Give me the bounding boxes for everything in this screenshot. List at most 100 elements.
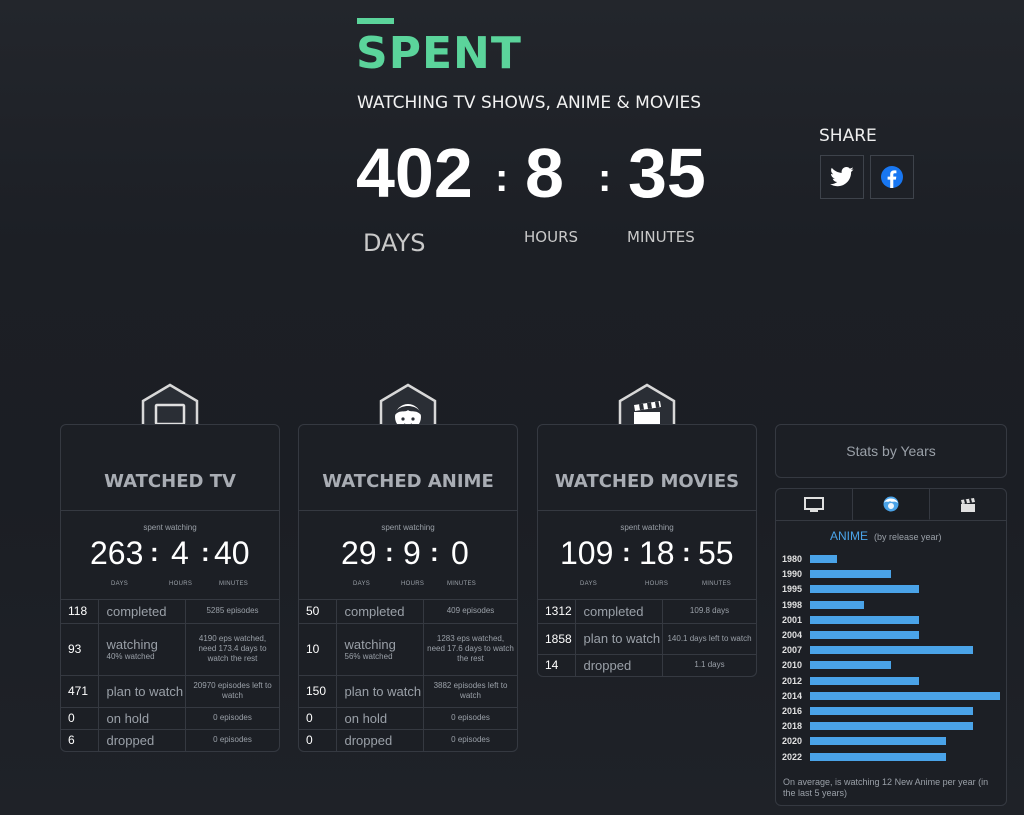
- colon-separator: :: [598, 156, 612, 200]
- table-row[interactable]: 10 watching 56% watched 1283 eps watched, n…: [299, 622, 517, 675]
- anime-stats-table: 50 completed 409 episodes 10 watching 56% wa…: [299, 600, 517, 751]
- total-days-value: 402: [356, 134, 473, 212]
- table-row[interactable]: 118 completed 5285 episodes: [61, 600, 279, 623]
- share-twitter-button[interactable]: [820, 155, 864, 199]
- average-footnote: On average, is watching 12 New Anime per…: [783, 777, 989, 798]
- colon-separator: :: [622, 537, 631, 567]
- card-title: WATCHED MOVIES: [554, 471, 740, 492]
- table-row[interactable]: 471 plan to watch 20970 episodes left to w…: [61, 674, 279, 707]
- tv-stats-table: 118 completed 5285 episodes 93 watching 40% …: [61, 600, 279, 751]
- row-count: 0: [299, 728, 337, 751]
- row-label: watching: [344, 637, 396, 652]
- days-unit: DAYS: [353, 581, 371, 587]
- year-label: 2007: [782, 645, 803, 656]
- year-bar: [810, 752, 946, 761]
- row-detail: 1283 eps watched, need 17.6 days to watc…: [423, 622, 517, 675]
- tab-tv[interactable]: [776, 489, 853, 520]
- row-count: 150: [299, 674, 337, 707]
- table-row[interactable]: 93 watching 40% watched 4190 eps watched, n…: [61, 622, 279, 675]
- row-label: dropped: [98, 728, 186, 751]
- anime-icon: [883, 496, 899, 512]
- tab-anime[interactable]: [853, 489, 930, 520]
- chart-subtitle: (by release year): [874, 532, 942, 542]
- table-row[interactable]: 0 on hold 0 episodes: [61, 706, 279, 729]
- days-label: DAYS: [363, 229, 426, 257]
- year-stats-panel: ANIME (by release year) 1980 1990 1995 1998 2…: [775, 488, 1007, 806]
- card-title: WATCHED TV: [104, 471, 236, 492]
- row-label: completed: [98, 600, 186, 623]
- row-count: 6: [61, 728, 99, 751]
- row-count: 0: [61, 706, 99, 729]
- spent-watching-label: spent watching: [381, 523, 435, 532]
- hours-unit: HOURS: [645, 581, 669, 587]
- year-bar: [810, 555, 837, 563]
- year-label: 2016: [782, 706, 803, 716]
- table-row[interactable]: 0 on hold 0 episodes: [299, 706, 517, 729]
- year-bar: [810, 722, 973, 731]
- year-bar: [810, 676, 919, 685]
- spent-watching-label: spent watching: [620, 523, 674, 532]
- row-detail: 0 episodes: [185, 728, 279, 751]
- year-bar: [810, 707, 973, 715]
- year-bar: [810, 646, 973, 655]
- row-detail: 4190 eps watched, need 173.4 days to wat…: [185, 622, 279, 675]
- hours-label: HOURS: [524, 228, 579, 246]
- hours-unit: HOURS: [401, 581, 425, 587]
- minutes-value: 40: [214, 535, 250, 571]
- hours-value: 18: [639, 535, 675, 571]
- page-title: SPENT: [356, 28, 522, 79]
- clapperboard-icon: [961, 497, 975, 512]
- year-label: 2012: [782, 675, 803, 686]
- year-bar: [810, 661, 891, 670]
- row-detail: 109.8 days: [689, 606, 730, 616]
- total-minutes-value: 35: [628, 134, 706, 212]
- minutes-value: 0: [451, 535, 469, 571]
- row-label: on hold: [98, 706, 186, 729]
- tab-movies[interactable]: [930, 489, 1006, 520]
- table-row[interactable]: 50 completed 409 episodes: [299, 600, 517, 623]
- minutes-value: 55: [698, 535, 734, 571]
- facebook-icon: [881, 166, 903, 188]
- row-detail: 5285 episodes: [206, 606, 259, 616]
- year-label: 2022: [782, 751, 803, 762]
- chart-title: ANIME (by release year): [830, 529, 942, 543]
- row-label: completed: [336, 600, 424, 623]
- row-label: on hold: [336, 706, 424, 729]
- year-label: 2010: [782, 660, 803, 671]
- row-detail: 0 episodes: [423, 706, 517, 729]
- row-label: plan to watch: [575, 622, 663, 654]
- row-detail: 140.1 days left to watch: [662, 622, 756, 654]
- spent-watching-label: spent watching: [143, 523, 197, 532]
- row-note: 40% watched: [106, 652, 155, 661]
- colon-separator: :: [495, 156, 509, 200]
- total-hours-value: 8: [525, 134, 564, 212]
- minutes-unit: MINUTES: [447, 581, 477, 587]
- table-row[interactable]: 150 plan to watch 3882 episodes left to wa…: [299, 674, 517, 707]
- colon-separator: :: [430, 537, 439, 567]
- row-count: 1312: [538, 600, 576, 623]
- row-label: completed: [575, 600, 663, 623]
- year-bar: [810, 585, 919, 594]
- year-bar: [810, 631, 919, 639]
- year-label: 1990: [782, 569, 803, 580]
- row-count: 0: [299, 706, 337, 729]
- row-count: 50: [299, 600, 337, 623]
- chart-title-text: ANIME: [830, 529, 869, 543]
- table-row[interactable]: 14 dropped 1.1 days: [538, 653, 756, 676]
- table-row[interactable]: 0 dropped 0 episodes: [299, 728, 517, 751]
- table-row[interactable]: 1858 plan to watch 140.1 days left to watc…: [538, 622, 756, 654]
- row-label: dropped: [575, 653, 663, 676]
- minutes-label: MINUTES: [627, 228, 695, 246]
- row-count: 93: [61, 622, 99, 675]
- year-label: 1980: [782, 554, 803, 564]
- table-row[interactable]: 1312 completed 109.8 days: [538, 600, 756, 623]
- row-label: watching: [106, 637, 158, 652]
- year-label: 1998: [782, 599, 803, 610]
- movies-stats-table: 1312 completed 109.8 days 1858 plan to watc…: [538, 600, 756, 676]
- year-bar: [810, 737, 946, 746]
- row-label: plan to watch: [98, 674, 186, 707]
- share-facebook-button[interactable]: [870, 155, 914, 199]
- table-row[interactable]: 6 dropped 0 episodes: [61, 728, 279, 751]
- stats-by-years-button[interactable]: Stats by Years: [775, 424, 1007, 478]
- year-label: 2001: [782, 614, 803, 625]
